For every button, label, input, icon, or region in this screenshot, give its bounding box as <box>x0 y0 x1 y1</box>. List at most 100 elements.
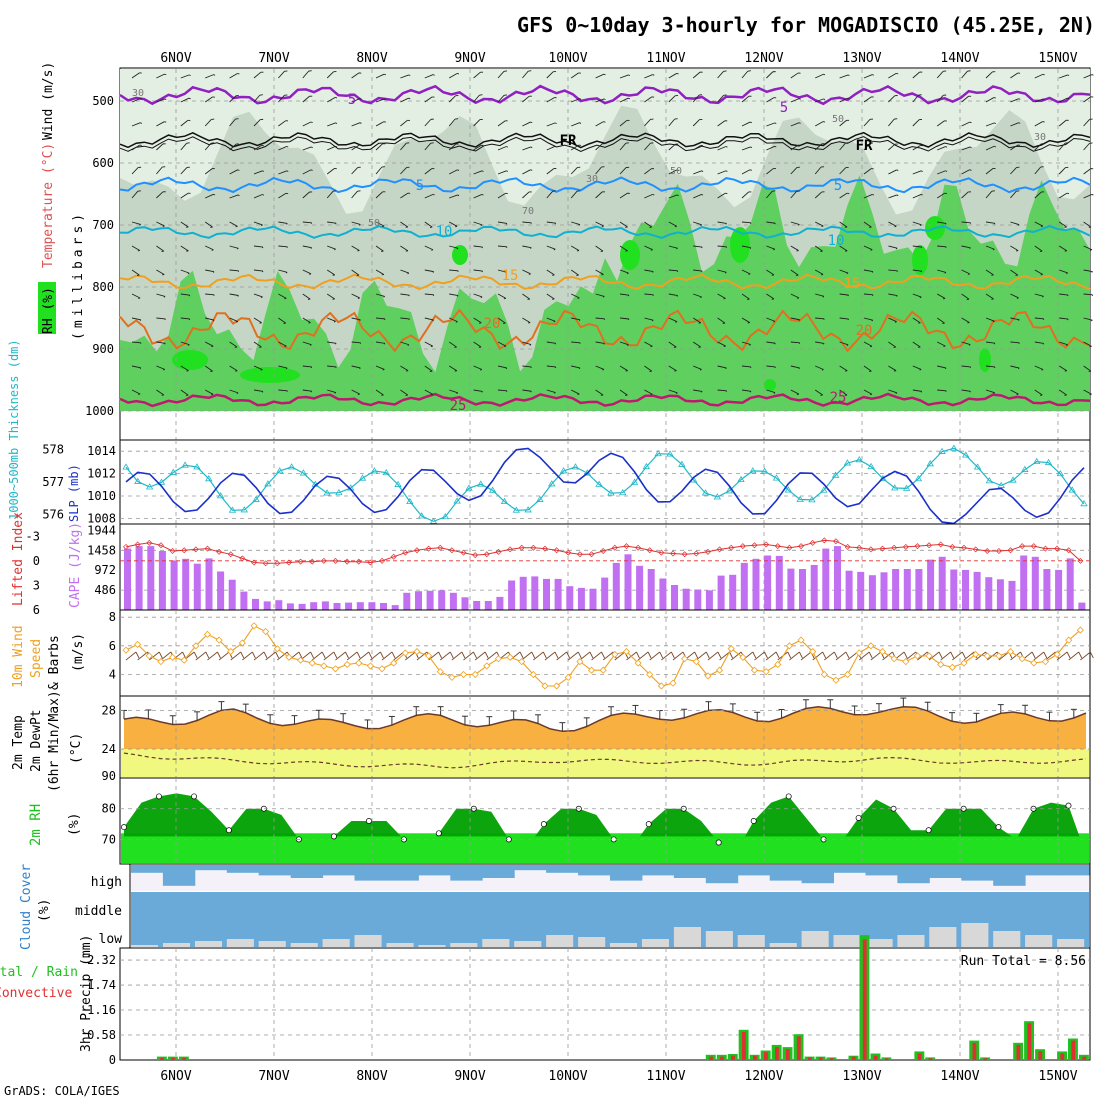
wind-barb-flag <box>578 319 581 321</box>
cape-bar <box>531 576 539 610</box>
wind-barb-shaft <box>985 122 995 127</box>
lifted-index-marker <box>914 543 921 550</box>
wind-barb-shaft <box>1010 389 1019 395</box>
wind10m-barb-shaft <box>277 651 288 661</box>
precip-convective-bar <box>171 1057 175 1060</box>
wind-speed-marker <box>809 648 817 656</box>
wind-barb-shaft <box>473 317 482 324</box>
lifted-index-marker <box>949 543 956 550</box>
wind-barb-shaft <box>253 170 263 175</box>
wind-barb-flag <box>334 392 337 394</box>
wind-barb-flag <box>335 222 337 225</box>
wind-barb-shaft <box>131 365 141 369</box>
wind-barb-flag <box>553 320 556 323</box>
wind-barb-flag <box>187 272 190 275</box>
wind-barb-flag <box>748 273 751 275</box>
wind-barb-flag <box>357 393 360 396</box>
wind-barb-flag <box>650 345 653 348</box>
wind-speed-marker <box>192 642 200 650</box>
cape-bar <box>380 603 387 610</box>
thickness-marker <box>1021 465 1029 472</box>
ylabel-total-rain: Total / Rain <box>0 965 78 980</box>
wind-barb-shaft <box>815 341 825 344</box>
wind-barb-shaft <box>327 317 336 322</box>
wind10m-barb-shaft <box>1033 651 1045 661</box>
cloud-high-bar <box>418 865 451 876</box>
wind-barb-flag <box>310 169 313 171</box>
wind-barb-shaft <box>351 221 361 225</box>
wind-barb-shaft <box>449 293 459 296</box>
wind-barb-flag <box>310 247 312 249</box>
wind-barb-shaft <box>766 341 776 344</box>
thickness-marker <box>382 468 390 476</box>
wind-barb-flag <box>601 225 604 228</box>
wind-barb-shaft <box>180 269 190 274</box>
wind-barb-flag <box>1018 98 1021 100</box>
wind-barb-shaft <box>156 341 166 344</box>
cloud-high-bar <box>194 865 228 871</box>
wind-barb-flag <box>456 392 458 395</box>
cape-bar <box>135 546 143 610</box>
wind-barb-shaft <box>766 365 776 368</box>
wind-barb-shaft <box>131 293 141 299</box>
wind-speed-marker <box>494 655 502 663</box>
contour-label: FR <box>560 133 577 149</box>
wind-barb-shaft <box>131 72 140 79</box>
wind-barb-shaft <box>741 95 750 103</box>
wind-barb-flag <box>164 343 166 345</box>
wind10m-barb-shaft <box>1010 651 1021 661</box>
wind-barb-shaft <box>766 97 775 103</box>
wind-speed-marker <box>518 658 526 666</box>
wind-barb-flag <box>407 344 410 346</box>
thickness-marker <box>855 456 863 463</box>
wind-barb-shaft <box>693 365 702 370</box>
wind-barb-shaft <box>570 72 579 79</box>
rh2m-marker <box>121 824 127 831</box>
lifted-index-marker <box>483 551 490 558</box>
wind-speed-marker <box>704 672 712 680</box>
wind-barb-shaft <box>302 146 312 151</box>
wind-barb-shaft <box>668 194 678 199</box>
wind-barb-flag <box>357 297 360 299</box>
wind-barb-flag <box>773 392 776 394</box>
cloud-low-bar <box>705 931 733 947</box>
wind-barb-shaft <box>961 146 971 151</box>
wind-barb-shaft <box>668 293 678 297</box>
wind-barb-flag <box>822 296 825 298</box>
wind-barb-shaft <box>1058 167 1066 175</box>
wind-barb-flag <box>798 98 801 100</box>
wind-barb-flag <box>530 169 533 171</box>
wind-barb-shaft <box>327 389 336 393</box>
precip-tick-label: 0 <box>109 1053 116 1067</box>
wind-barb-flag <box>384 98 387 101</box>
wind10m-speed-line <box>122 622 1084 690</box>
thickness-marker <box>488 486 497 493</box>
bottom-date-label: 10NOV <box>548 1069 587 1084</box>
ylabel-6hr-minmax: (6hr Min/Max) <box>47 690 62 792</box>
rh2m-marker <box>995 824 1002 831</box>
lifted-index-marker <box>518 544 525 551</box>
wind-barb-shaft <box>375 245 384 252</box>
wind-barb-shaft <box>497 245 508 248</box>
wind10m-barb-flag <box>484 651 489 659</box>
cloud-fill <box>131 865 1090 947</box>
rh-shading <box>120 69 1090 411</box>
wind-barb-shaft <box>571 365 581 369</box>
lifted-index-marker <box>553 547 560 554</box>
precip-convective-bar <box>807 1057 812 1060</box>
wind-barb-shaft <box>424 142 432 151</box>
wind-barb-flag <box>213 193 216 196</box>
lifted-index-marker <box>600 548 607 555</box>
wind-barb-shaft <box>546 221 556 224</box>
wind-barb-flag <box>700 224 702 227</box>
cloud-high-bar <box>897 865 930 884</box>
temp2m-gridlines <box>120 696 1090 778</box>
wind-barb-shaft <box>449 245 459 249</box>
thickness-marker <box>997 481 1005 488</box>
cloud-high-bar <box>929 865 962 878</box>
wind-speed-marker <box>297 656 305 664</box>
cape-bar <box>950 569 958 610</box>
wind-barb-flag <box>505 223 508 225</box>
bottom-date-axis: 6NOV 7NOV 8NOV 9NOV 10NOV 11NOV 12NOV 13NOV 14NO… <box>160 1069 1077 1084</box>
wind-barb-shaft <box>229 221 238 227</box>
